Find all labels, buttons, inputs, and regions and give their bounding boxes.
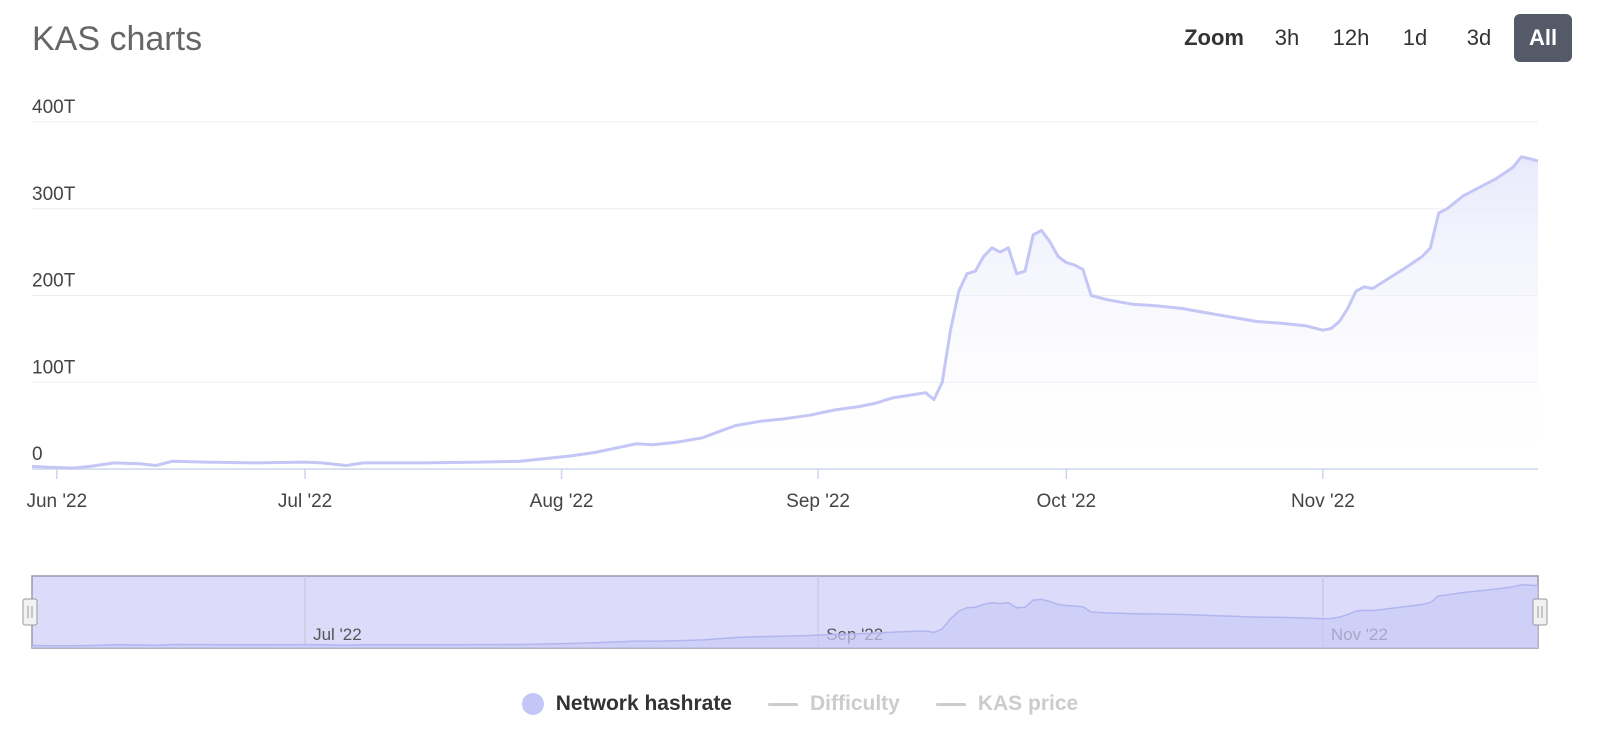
series-line-icon: [935, 702, 966, 706]
navigator-left-handle[interactable]: [22, 598, 38, 626]
navigator-right-handle[interactable]: [1532, 598, 1548, 626]
x-tick-label: Sep '22: [786, 491, 850, 512]
series-line-icon: [768, 702, 798, 706]
y-tick-label: 100T: [32, 357, 76, 378]
chart-title: KAS charts: [32, 20, 203, 58]
legend-label: KAS price: [977, 692, 1079, 715]
zoom-3d-button[interactable]: 3d: [1450, 14, 1508, 62]
x-tick-label: Oct '22: [1037, 491, 1097, 512]
zoom-range-selector: Zoom 3h 12h 1d 3d All: [1184, 14, 1572, 62]
zoom-all-button[interactable]: All: [1514, 14, 1572, 62]
legend-label: Network hashrate: [555, 692, 732, 715]
zoom-3h-button[interactable]: 3h: [1258, 14, 1316, 62]
legend-item-difficulty[interactable]: Difficulty: [768, 692, 900, 716]
x-tick-label: Aug '22: [530, 491, 594, 512]
y-tick-label: 200T: [32, 271, 76, 292]
zoom-12h-button[interactable]: 12h: [1322, 14, 1380, 62]
zoom-label: Zoom: [1184, 25, 1244, 50]
hashrate-area: [32, 156, 1538, 469]
x-tick-label: Jul '22: [278, 491, 332, 512]
zoom-1d-button[interactable]: 1d: [1386, 14, 1444, 62]
x-tick-label: Nov '22: [1291, 491, 1355, 512]
legend-label: Difficulty: [810, 692, 900, 715]
legend-item-kas-price[interactable]: KAS price: [935, 692, 1079, 716]
navigator-tick-label: Jul '22: [313, 625, 362, 644]
series-dot-icon: [521, 693, 544, 715]
navigator-area: [32, 584, 1538, 648]
navigator-line: [31, 584, 1539, 647]
x-tick-label: Jun '22: [26, 491, 87, 512]
y-tick-label: 400T: [32, 97, 76, 118]
hashrate-line[interactable]: [31, 155, 1539, 470]
legend-item-network-hashrate[interactable]: Network hashrate: [521, 692, 732, 716]
y-tick-label: 0: [32, 444, 43, 465]
y-tick-label: 300T: [32, 184, 76, 205]
chart-legend: Network hashrate Difficulty KAS price: [0, 692, 1600, 716]
